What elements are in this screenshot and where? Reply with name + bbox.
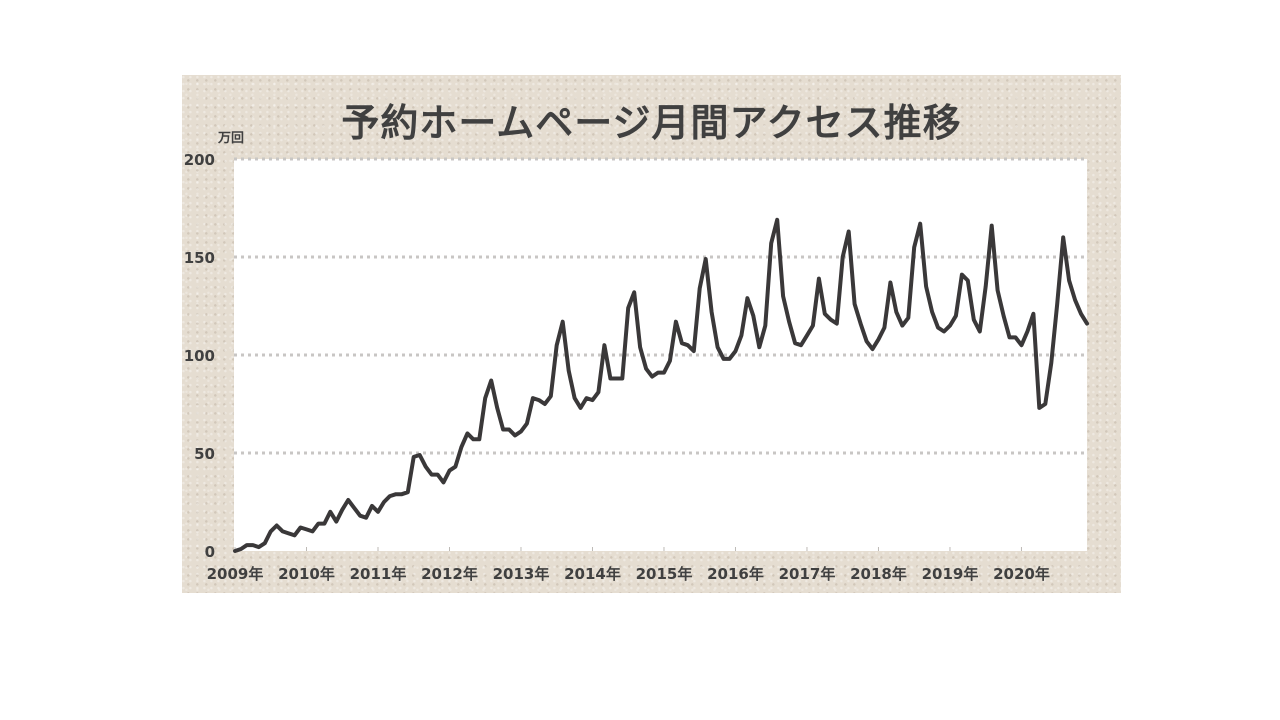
x-tick-label: 2012年 (421, 565, 478, 583)
series-layer (233, 217, 1089, 553)
series-line (233, 217, 1089, 553)
y-axis-ticks: 0 50 100 150 200 (184, 151, 215, 561)
x-tick-label: 2014年 (564, 565, 621, 583)
y-unit-label: 万回 (218, 131, 245, 146)
x-tick-label: 2009年 (207, 565, 264, 583)
x-tick-label: 2018年 (850, 565, 907, 583)
chart-title: 予約ホームページ月間アクセス推移 (341, 101, 962, 145)
x-tick-label: 2010年 (278, 565, 335, 583)
x-tick-label: 2013年 (493, 565, 550, 583)
x-axis-ticks: 2009年 2010年 2011年 2012年 2013年 2014年 2015年 2016年… (207, 547, 1050, 583)
x-tick-label: 2015年 (636, 565, 693, 583)
y-tick-label: 50 (194, 445, 215, 463)
x-tick-label: 2016年 (707, 565, 764, 583)
x-tick-label: 2017年 (779, 565, 836, 583)
grid-lines (234, 157, 1087, 455)
chart-panel: 予約ホームページ月間アクセス推移 万回 0 50 100 150 200 2009年 20… (182, 75, 1121, 593)
x-tick-label: 2020年 (993, 565, 1050, 583)
x-tick-label: 2019年 (922, 565, 979, 583)
x-tick-label: 2011年 (350, 565, 407, 583)
y-tick-label: 150 (184, 249, 215, 267)
y-tick-label: 200 (184, 151, 215, 169)
y-tick-label: 100 (184, 347, 215, 365)
y-tick-label: 0 (205, 543, 215, 561)
